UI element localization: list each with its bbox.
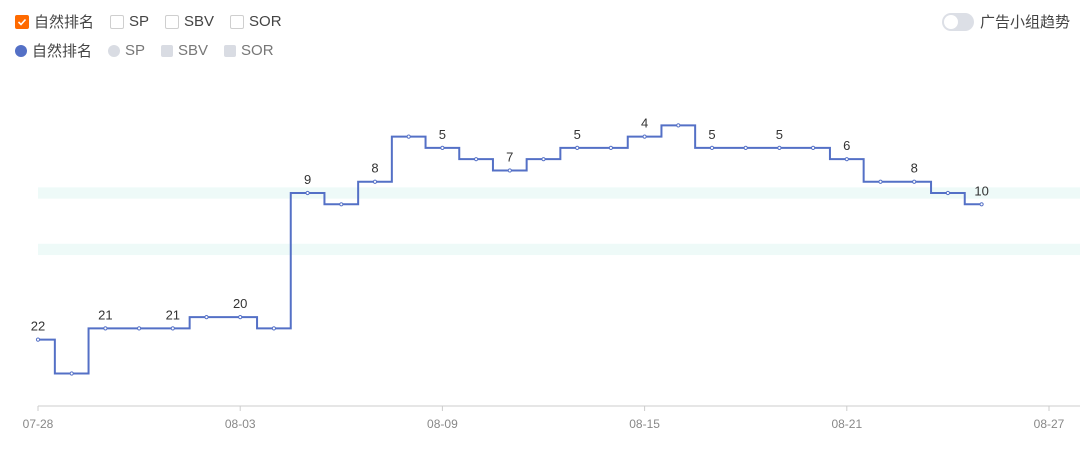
data-point — [137, 326, 142, 331]
data-point — [608, 145, 614, 150]
data-label: 5 — [776, 127, 783, 142]
legend-item-sbv[interactable]: SBV — [161, 42, 208, 59]
data-point — [811, 145, 816, 150]
data-point — [474, 157, 479, 162]
data-point — [103, 326, 108, 331]
data-label: 21 — [166, 307, 180, 322]
data-label: 9 — [304, 172, 311, 187]
data-point — [878, 179, 883, 184]
series-natural-rank — [35, 123, 984, 376]
legend-label: SP — [125, 42, 146, 59]
data-label: 22 — [31, 319, 45, 334]
data-labels: 22 21 21 20 9 8 5 7 5 4 5 5 6 8 10 — [31, 116, 989, 334]
data-point — [507, 168, 512, 173]
data-label: 5 — [439, 127, 446, 142]
data-point — [170, 326, 175, 331]
data-point — [406, 134, 411, 139]
filter-label: 自然排名 — [34, 14, 95, 31]
data-point — [642, 134, 647, 139]
series-line — [38, 124, 982, 375]
x-tick-label: 08-27 — [1034, 417, 1065, 431]
data-label: 7 — [506, 149, 513, 164]
reference-bands — [38, 187, 1080, 256]
reference-band — [38, 187, 1080, 199]
legend-circle-icon — [15, 44, 27, 57]
legend-square-icon — [224, 44, 237, 57]
chart-legend: 自然排名 SP SBV SOR — [15, 40, 290, 61]
data-point — [743, 145, 748, 150]
checkbox-icon[interactable] — [165, 14, 180, 29]
filter-natural-rank[interactable]: 自然排名 — [15, 11, 94, 32]
checkbox-icon[interactable] — [230, 14, 245, 29]
x-tick-label: 08-21 — [831, 417, 862, 431]
x-axis: 07-28 08-03 08-09 08-15 08-21 08-27 — [23, 405, 1080, 431]
filter-label: SBV — [184, 13, 215, 30]
x-tick-label: 08-15 — [629, 417, 660, 431]
toggle-knob — [943, 14, 958, 29]
legend-label: 自然排名 — [32, 43, 93, 60]
data-label: 6 — [843, 138, 850, 153]
data-label: 8 — [911, 161, 918, 176]
data-point — [945, 190, 951, 196]
filter-sor[interactable]: SOR — [230, 13, 282, 30]
series-filter: 自然排名 SP SBV SOR — [15, 11, 298, 32]
data-point — [777, 145, 782, 150]
filter-sbv[interactable]: SBV — [165, 13, 214, 30]
data-point — [541, 157, 546, 162]
data-point — [676, 123, 681, 128]
legend-item-sor[interactable]: SOR — [224, 42, 274, 59]
data-point — [339, 202, 344, 207]
legend-square-icon — [161, 44, 174, 57]
data-point — [238, 315, 243, 320]
x-tick-label: 08-03 — [225, 417, 256, 431]
data-label: 10 — [974, 183, 988, 198]
data-label: 20 — [233, 296, 247, 311]
x-tick-label: 07-28 — [23, 417, 54, 431]
data-point — [305, 190, 310, 196]
data-point — [575, 145, 580, 150]
legend-item-sp[interactable]: SP — [108, 42, 145, 59]
checkbox-icon[interactable] — [110, 14, 125, 29]
data-point — [912, 179, 917, 184]
data-point — [979, 202, 984, 207]
toggle-label: 广告小组趋势 — [979, 14, 1070, 31]
data-point — [844, 157, 849, 162]
data-point — [69, 371, 74, 376]
filter-sp[interactable]: SP — [110, 13, 149, 30]
data-point — [440, 145, 445, 150]
filter-label: SP — [129, 13, 150, 30]
legend-label: SBV — [178, 42, 209, 59]
data-label: 4 — [641, 116, 648, 131]
legend-circle-icon — [108, 44, 121, 57]
checkbox-checked-icon[interactable] — [15, 14, 29, 29]
data-label: 5 — [708, 127, 715, 142]
x-tick-label: 08-09 — [427, 417, 458, 431]
filter-label: SOR — [249, 13, 282, 30]
ad-group-trend-toggle[interactable]: 广告小组趋势 — [941, 11, 1070, 32]
data-label: 21 — [98, 307, 112, 322]
data-point — [372, 179, 378, 184]
data-point — [35, 337, 41, 342]
data-label: 8 — [371, 161, 378, 176]
legend-item-natural-rank[interactable]: 自然排名 — [15, 40, 92, 61]
toggle-switch[interactable] — [941, 12, 974, 31]
data-label: 5 — [574, 127, 581, 142]
data-point — [271, 326, 276, 331]
data-point — [204, 315, 209, 320]
reference-band — [38, 243, 1080, 256]
legend-label: SOR — [241, 42, 274, 59]
data-point — [709, 145, 715, 150]
